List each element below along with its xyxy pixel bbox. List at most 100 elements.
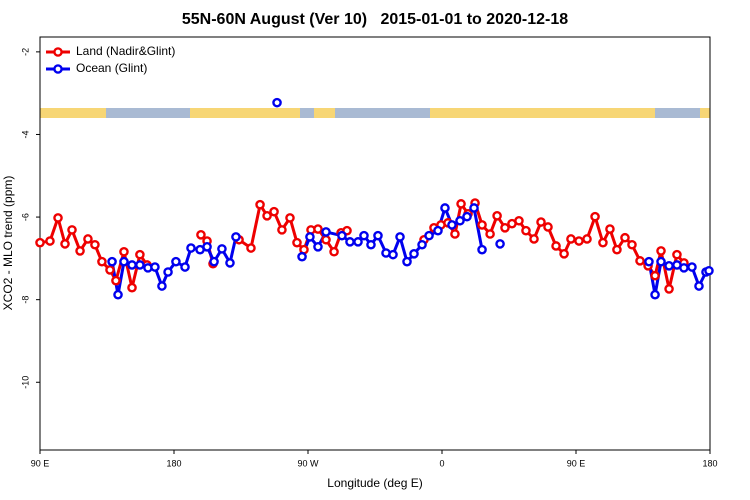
- y-axis-label: XCO2 - MLO trend (ppm): [1, 176, 15, 311]
- data-point: [107, 256, 117, 267]
- data-point: [477, 220, 487, 230]
- data-point: [521, 225, 531, 236]
- data-point: [127, 260, 137, 270]
- data-point: [447, 220, 457, 230]
- legend-label: Land (Nadir&Glint): [76, 44, 175, 58]
- y-tick-label: -4: [20, 130, 30, 138]
- data-point: [329, 246, 339, 257]
- data-point: [672, 249, 682, 260]
- data-point: [590, 211, 600, 222]
- data-point: [35, 237, 45, 248]
- y-tick-label: -10: [20, 376, 30, 389]
- data-point: [246, 243, 256, 253]
- data-point: [566, 234, 576, 244]
- data-point: [598, 237, 608, 248]
- data-point: [477, 244, 487, 255]
- y-tick-label: -2: [20, 48, 30, 56]
- data-point: [119, 246, 129, 257]
- data-point: [620, 232, 630, 243]
- data-point: [605, 224, 615, 234]
- data-point: [135, 260, 145, 270]
- data-point: [272, 97, 282, 108]
- legend: Land (Nadir&Glint) Ocean (Glint): [46, 44, 175, 75]
- data-point: [217, 244, 227, 254]
- data-point: [111, 275, 121, 286]
- x-tick-label: 90 W: [297, 458, 319, 468]
- data-point: [225, 258, 235, 268]
- data-point: [127, 282, 137, 293]
- data-point: [450, 229, 460, 239]
- data-point: [514, 215, 524, 226]
- data-point: [135, 249, 145, 260]
- map-ocean: [655, 108, 700, 118]
- data-point: [67, 225, 77, 235]
- data-point: [462, 211, 472, 222]
- data-point: [469, 203, 479, 213]
- data-point: [321, 234, 331, 245]
- data-point: [313, 224, 323, 234]
- data-point: [119, 256, 129, 267]
- data-point: [456, 199, 466, 209]
- data-point: [83, 234, 93, 244]
- data-point: [53, 213, 63, 223]
- data-point: [704, 265, 714, 276]
- data-point: [297, 251, 307, 262]
- data-point: [373, 230, 383, 241]
- data-point: [679, 263, 689, 273]
- data-point: [485, 229, 495, 239]
- data-point: [321, 227, 331, 237]
- data-point: [574, 236, 584, 246]
- data-point: [90, 239, 100, 250]
- data-point: [650, 270, 660, 281]
- map-strip: [40, 108, 710, 118]
- data-point: [664, 284, 674, 294]
- data-point: [45, 236, 55, 246]
- data-point: [113, 289, 123, 300]
- data-point: [612, 244, 622, 255]
- data-point: [255, 199, 265, 210]
- map-ocean: [106, 108, 190, 118]
- data-point: [694, 281, 704, 291]
- x-axis-label: Longitude (deg E): [327, 476, 422, 490]
- data-point: [495, 239, 505, 249]
- map-ocean: [300, 108, 314, 118]
- data-point: [313, 242, 323, 252]
- data-point: [635, 256, 645, 266]
- data-point: [644, 256, 654, 267]
- y-tick-label: -6: [20, 213, 30, 221]
- data-point: [656, 246, 666, 256]
- data-point: [353, 237, 363, 247]
- legend-label: Ocean (Glint): [76, 61, 147, 75]
- data-point: [97, 256, 107, 267]
- x-tick-label: 180: [166, 458, 181, 468]
- data-point: [269, 206, 279, 217]
- data-point: [366, 239, 376, 250]
- data-point: [171, 256, 181, 267]
- y-tick-label: -8: [20, 296, 30, 304]
- data-point: [202, 242, 212, 252]
- data-point: [157, 281, 167, 291]
- data-point: [582, 234, 592, 244]
- data-point: [664, 261, 674, 271]
- data-point: [687, 262, 697, 272]
- data-point: [305, 232, 315, 242]
- data-point: [536, 217, 546, 227]
- data-point: [543, 222, 553, 232]
- data-point: [345, 237, 355, 247]
- x-tick-label: 180: [702, 458, 717, 468]
- data-point: [388, 249, 398, 260]
- data-point: [627, 239, 637, 250]
- data-point: [424, 230, 434, 241]
- data-point: [231, 232, 241, 242]
- data-point: [359, 230, 369, 241]
- data-point: [500, 223, 510, 233]
- data-point: [656, 256, 666, 267]
- data-point: [285, 213, 295, 223]
- data-point: [337, 230, 347, 241]
- data-point: [262, 211, 272, 221]
- data-point: [60, 239, 70, 249]
- data-point: [180, 262, 190, 272]
- data-point: [433, 225, 443, 236]
- chart-title: 55N-60N August (Ver 10) 2015-01-01 to 20…: [182, 11, 568, 28]
